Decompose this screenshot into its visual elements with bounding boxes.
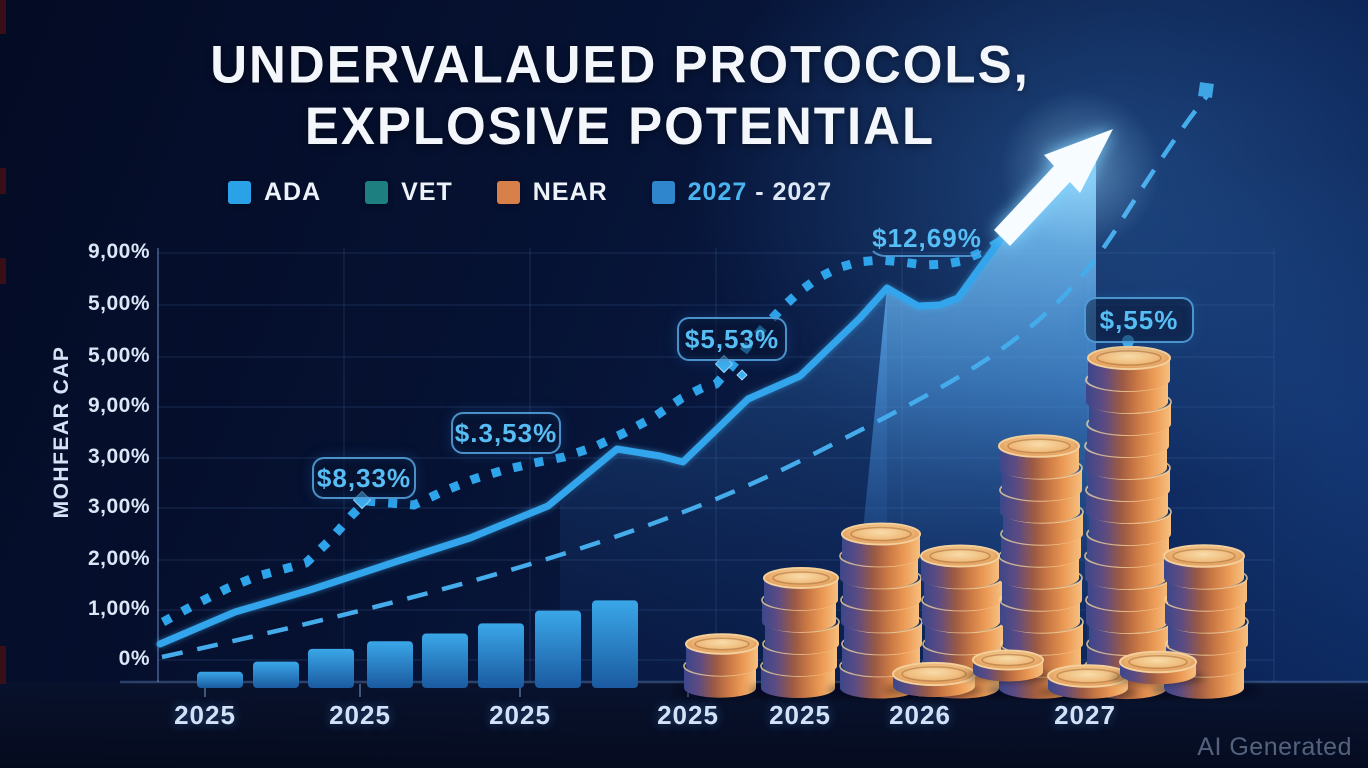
legend-label-near: NEAR bbox=[532, 178, 608, 206]
annotation-callout: $,55% bbox=[1084, 297, 1194, 343]
y-tick-label: 5,00% bbox=[87, 292, 150, 315]
x-tick-label: 2025 bbox=[769, 700, 831, 730]
bar bbox=[197, 671, 243, 688]
loose-coin bbox=[972, 649, 1044, 682]
legend-label-vet: VET bbox=[401, 178, 453, 206]
y-tick-label: 3,00% bbox=[87, 495, 150, 518]
title-line-1: UNDERVALAUED PROTOCOLS, bbox=[210, 34, 1030, 94]
coin-stack bbox=[1084, 345, 1172, 700]
left-edge-artifact bbox=[0, 0, 6, 34]
diamond-marker bbox=[736, 369, 748, 381]
x-tick-label: 2025 bbox=[174, 700, 236, 730]
annotation-callout: $12,69% bbox=[867, 219, 987, 257]
y-tick-label: 0% bbox=[118, 647, 150, 670]
loose-coin bbox=[1119, 650, 1197, 685]
loose-coins bbox=[883, 649, 1206, 699]
trend-arrow bbox=[994, 90, 1160, 250]
bar bbox=[422, 633, 468, 688]
legend-item-ada: ADA bbox=[228, 178, 321, 207]
y-tick-label: 2,00% bbox=[87, 547, 150, 570]
coin-stack bbox=[760, 567, 840, 698]
legend-item-2027: 2027 - 2027 bbox=[651, 178, 832, 207]
y-tick-label: 1,00% bbox=[87, 597, 150, 620]
bar-series bbox=[197, 600, 638, 688]
y-tick-label: 5,00% bbox=[87, 344, 150, 367]
bar bbox=[253, 661, 299, 688]
x-tick-label: 2026 bbox=[889, 700, 951, 730]
vet-color-swatch bbox=[365, 181, 389, 204]
loose-coin bbox=[892, 661, 976, 698]
coin-stack bbox=[1163, 544, 1249, 699]
arrow-head bbox=[994, 129, 1113, 246]
coin-stacks bbox=[673, 345, 1261, 700]
annotation-callout: $5,53% bbox=[677, 317, 787, 361]
x-tick-label: 2025 bbox=[489, 700, 551, 730]
annotation-callout: $8,33% bbox=[312, 457, 416, 499]
near-color-swatch bbox=[496, 181, 520, 204]
y-tick-label: 9,00% bbox=[87, 394, 150, 417]
loose-coin bbox=[1047, 664, 1129, 699]
vet-dotted-line bbox=[160, 184, 1062, 626]
chart-legend: ADA VET NEAR 2027 - 2027 bbox=[228, 178, 832, 207]
legend-item-near: NEAR bbox=[496, 178, 608, 207]
page-title: UNDERVALAUED PROTOCOLS, EXPLOSIVE POTENT… bbox=[110, 34, 1130, 157]
title-line-2: EXPLOSIVE POTENTIAL bbox=[304, 96, 936, 156]
legend-label-ada: ADA bbox=[264, 178, 322, 206]
legend-label-2027: 2027 - 2027 bbox=[688, 178, 832, 207]
left-edge-artifact bbox=[0, 646, 6, 684]
x-tick-label: 2025 bbox=[329, 700, 391, 730]
2027-color-swatch bbox=[651, 181, 675, 204]
x-tick-label: 2025 bbox=[657, 700, 719, 730]
x-tick-label: 2027 bbox=[1054, 700, 1116, 730]
left-edge-artifact bbox=[0, 168, 6, 194]
annotation-callout: $.3,53% bbox=[451, 412, 561, 454]
left-edge-artifact bbox=[0, 258, 6, 284]
dashed-line-end-marker bbox=[1198, 82, 1214, 98]
ada-solid-line bbox=[156, 166, 1072, 648]
bar bbox=[478, 623, 524, 688]
y-tick-label: 3,00% bbox=[87, 445, 150, 468]
y-tick-label: 9,00% bbox=[87, 240, 150, 263]
legend-label-2027-accent: 2027 bbox=[687, 178, 748, 206]
bar bbox=[592, 600, 638, 688]
legend-item-vet: VET bbox=[365, 178, 453, 207]
coin-stack bbox=[683, 633, 759, 698]
ada-color-swatch bbox=[228, 181, 251, 204]
coin-stack bbox=[998, 434, 1084, 699]
bar bbox=[535, 610, 581, 688]
ai-generated-watermark: AI Generated bbox=[1197, 733, 1352, 761]
near-dashed-line bbox=[161, 82, 1214, 660]
bar bbox=[367, 641, 413, 688]
bar bbox=[308, 648, 354, 688]
legend-label-2027-rest: - 2027 bbox=[747, 178, 833, 206]
